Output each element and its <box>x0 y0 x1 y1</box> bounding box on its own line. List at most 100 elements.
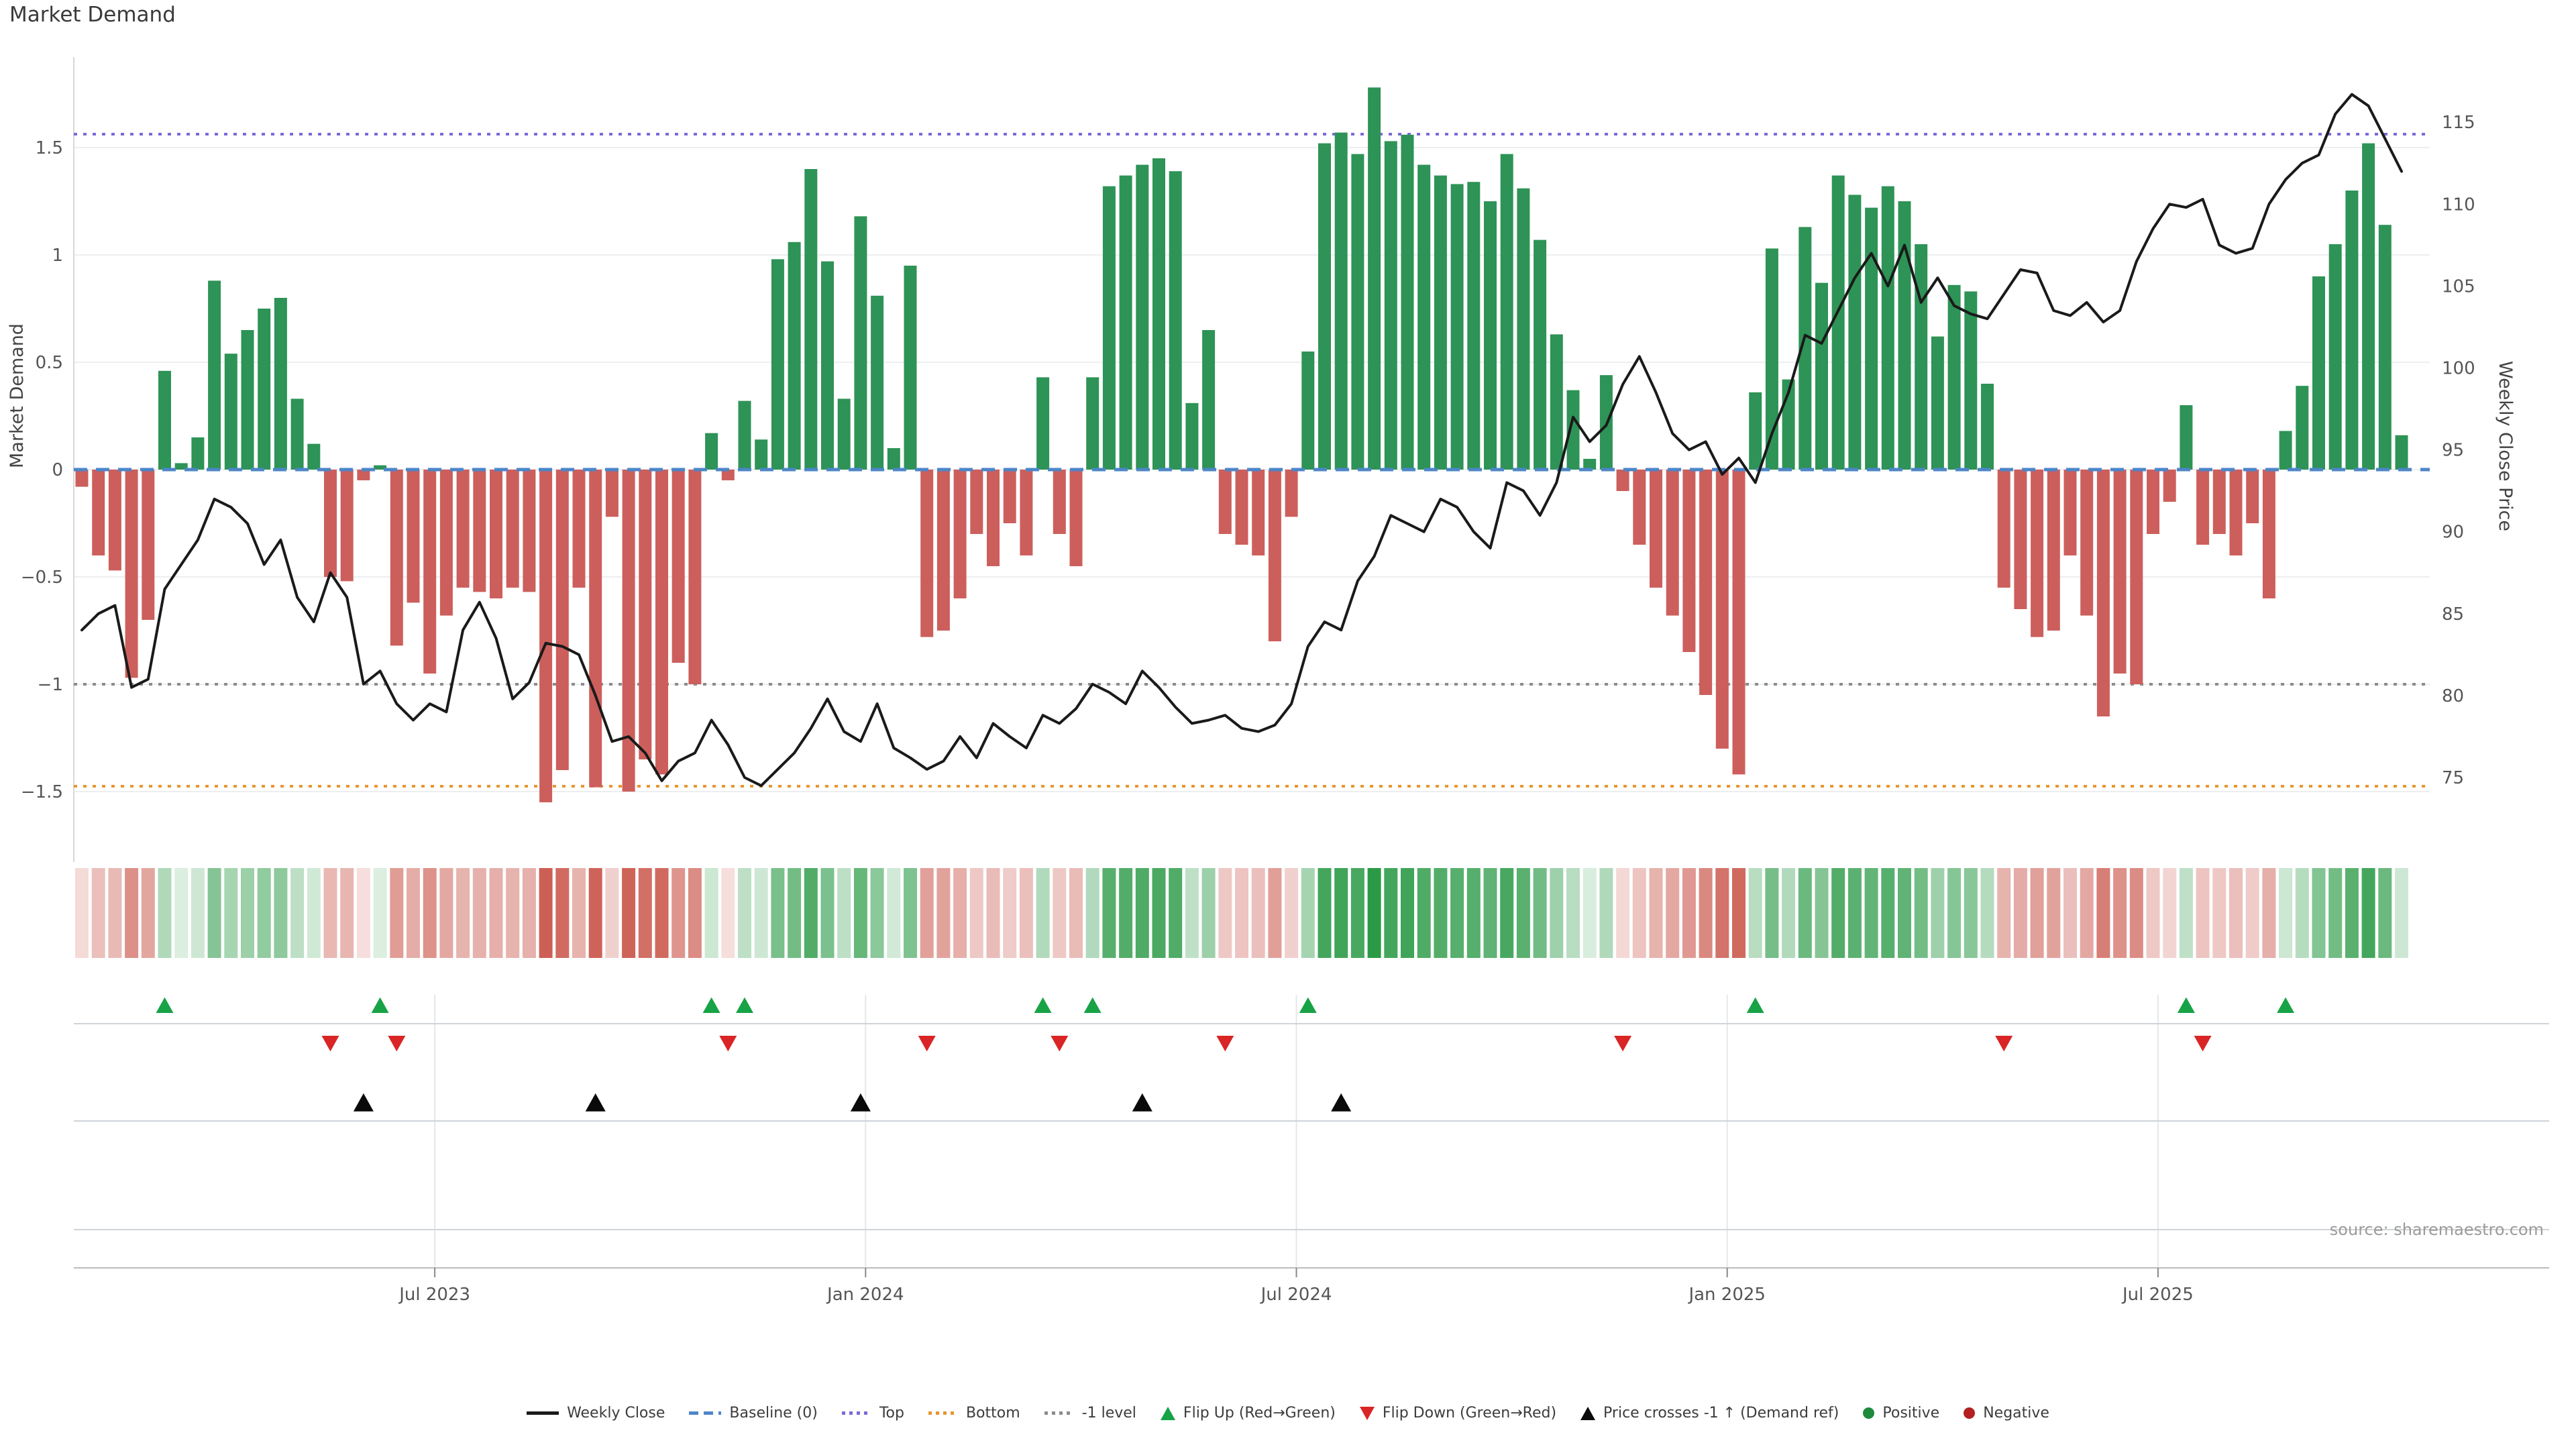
heatmap-cell <box>2196 868 2210 958</box>
flip-up-marker <box>702 997 720 1014</box>
demand-bar <box>1434 175 1447 470</box>
y-left-axis-label: Market Demand <box>7 323 28 468</box>
demand-bar <box>1633 470 1646 545</box>
demand-bar <box>1799 227 1812 470</box>
heatmap-cell <box>853 868 867 958</box>
heatmap-cell <box>1218 868 1232 958</box>
demand-bar <box>904 266 917 470</box>
flip-down-marker <box>388 1035 406 1052</box>
flip-up-marker <box>736 997 753 1014</box>
demand-bar <box>1252 470 1265 555</box>
flip-up-marker <box>2177 997 2195 1014</box>
demand-bar <box>555 470 569 770</box>
demand-bar <box>639 470 652 759</box>
triangle-up-icon <box>1580 1406 1596 1420</box>
heatmap-cell <box>820 868 835 958</box>
heatmap-cell <box>539 868 553 958</box>
demand-bar <box>1102 186 1116 470</box>
demand-bar <box>439 470 453 616</box>
legend-item: -1 level <box>1044 1405 1136 1421</box>
reference-lines <box>74 133 2430 788</box>
flip-up-marker <box>1299 997 1317 1014</box>
heatmap-cell <box>489 868 503 958</box>
flip-up-marker <box>156 997 174 1014</box>
demand-bar <box>1069 470 1083 566</box>
demand-bar <box>1368 87 1381 470</box>
demand-bar <box>1765 248 1778 470</box>
heatmap-cell <box>2146 868 2160 958</box>
demand-bar <box>1616 470 1629 491</box>
demand-bar <box>589 470 602 788</box>
heatmap-cell <box>1384 868 1398 958</box>
demand-bar <box>1566 390 1580 470</box>
heatmap-cell <box>2378 868 2392 958</box>
heatmap-cell <box>721 868 735 958</box>
demand-bar <box>523 470 536 592</box>
demand-bar <box>1931 336 1944 470</box>
heatmap-cell <box>920 868 934 958</box>
demand-bar <box>871 295 884 470</box>
demand-bar <box>821 261 834 470</box>
demand-bars <box>75 87 2408 802</box>
demand-bar <box>1666 470 1679 616</box>
heatmap-cell <box>986 868 1000 958</box>
heatmap-cell <box>439 868 453 958</box>
heatmap-cell <box>738 868 751 958</box>
heatmap-cell <box>356 868 370 958</box>
flip-down-marker <box>2194 1035 2212 1052</box>
legend-item-label: Price crosses -1 ↑ (Demand ref) <box>1603 1405 1839 1421</box>
page-title: Market Demand <box>9 3 176 27</box>
demand-bar <box>2362 143 2375 470</box>
demand-bar <box>340 470 354 582</box>
heatmap-cell <box>1533 868 1547 958</box>
heatmap-cell <box>1434 868 1448 958</box>
heatmap-cell <box>191 868 205 958</box>
demand-bar <box>572 470 586 588</box>
heatmap-cell <box>423 868 437 958</box>
axis-tick-labels: 1.5 1 0.5 0 −0.5 −1 −1.5 115 110 105 100 95 90 85 80 75… <box>21 113 2475 1305</box>
flip-down-marker <box>1995 1035 2013 1052</box>
demand-bar <box>92 470 105 555</box>
demand-bar <box>158 370 171 470</box>
circle-swatch-icon <box>1863 1407 1875 1419</box>
demand-bar <box>2063 470 2077 555</box>
heatmap-cell <box>887 868 901 958</box>
demand-bar <box>1334 132 1348 470</box>
demand-bar <box>1898 201 1911 470</box>
demand-bar <box>241 330 254 470</box>
demand-bar <box>987 470 1000 566</box>
demand-bar <box>953 470 967 598</box>
demand-bar <box>142 470 155 620</box>
heatmap-cell <box>904 868 917 958</box>
heatmap-cell <box>241 868 254 958</box>
demand-bar <box>1517 188 1530 470</box>
heatmap-cell <box>1268 868 1282 958</box>
heatmap-cell <box>2212 868 2226 958</box>
demand-bar <box>1583 459 1597 470</box>
demand-bar <box>125 470 138 678</box>
demand-bar <box>174 463 188 470</box>
demand-bar <box>1185 402 1199 470</box>
chart-legend: Weekly Close Baseline (0) Top Bottom -1 leve… <box>0 1405 2576 1421</box>
legend-item: Flip Up (Red→Green) <box>1160 1405 1336 1421</box>
heatmap-cell <box>1201 868 1216 958</box>
heatmap-cell <box>407 868 420 958</box>
heatmap-cell <box>1185 868 1199 958</box>
heatmap-cell <box>1450 868 1464 958</box>
demand-bar <box>1699 470 1713 695</box>
demand-bar <box>1318 143 1331 470</box>
demand-bar <box>2296 386 2309 470</box>
demand-bar <box>1401 134 1414 470</box>
demand-bar <box>374 465 387 470</box>
heatmap-cell <box>2030 868 2044 958</box>
heatmap-cell <box>390 868 404 958</box>
flip-up-marker <box>1746 997 1764 1014</box>
demand-bar <box>970 470 983 534</box>
heatmap-cell <box>572 868 586 958</box>
demand-bar <box>1053 470 1066 534</box>
dotted-line-swatch-icon <box>1044 1411 1074 1415</box>
heatmap-cell <box>1251 868 1265 958</box>
heatmap-cell <box>1715 868 1729 958</box>
y-left-tick-label: 0.5 <box>36 353 63 373</box>
demand-bar <box>1732 470 1746 775</box>
